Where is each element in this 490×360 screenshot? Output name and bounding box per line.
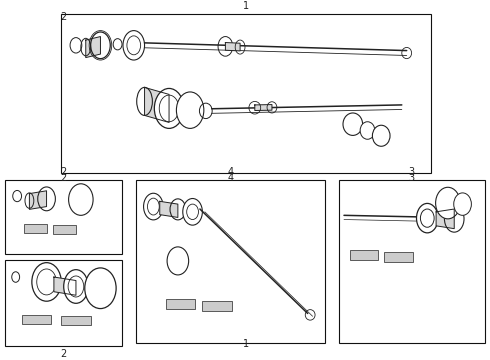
Ellipse shape bbox=[85, 268, 116, 309]
Ellipse shape bbox=[64, 270, 88, 303]
Ellipse shape bbox=[167, 247, 189, 275]
Text: 2: 2 bbox=[61, 173, 67, 183]
Ellipse shape bbox=[144, 193, 163, 220]
Polygon shape bbox=[225, 42, 240, 51]
Ellipse shape bbox=[454, 193, 471, 215]
Text: 1: 1 bbox=[243, 339, 249, 349]
Text: 2: 2 bbox=[61, 12, 67, 22]
Bar bbox=[53, 225, 76, 234]
Ellipse shape bbox=[372, 125, 390, 146]
Polygon shape bbox=[255, 104, 272, 111]
Text: 2: 2 bbox=[61, 167, 67, 177]
Polygon shape bbox=[29, 191, 47, 210]
Bar bbox=[5, 180, 122, 254]
Text: 3: 3 bbox=[409, 167, 415, 177]
Bar bbox=[61, 14, 431, 173]
Ellipse shape bbox=[123, 31, 145, 60]
Bar bbox=[61, 316, 91, 325]
Text: 4: 4 bbox=[227, 167, 233, 177]
Bar bbox=[5, 260, 122, 346]
Ellipse shape bbox=[154, 89, 184, 129]
Bar bbox=[339, 180, 485, 343]
Polygon shape bbox=[54, 277, 76, 295]
Text: 3: 3 bbox=[409, 173, 415, 183]
Ellipse shape bbox=[176, 92, 204, 129]
Polygon shape bbox=[160, 201, 178, 217]
Bar bbox=[24, 224, 47, 233]
Ellipse shape bbox=[436, 187, 460, 219]
Ellipse shape bbox=[69, 184, 93, 215]
Ellipse shape bbox=[183, 198, 202, 225]
Bar bbox=[384, 252, 413, 262]
Bar bbox=[136, 180, 325, 343]
Text: 1: 1 bbox=[243, 1, 249, 11]
Text: 4: 4 bbox=[227, 173, 233, 183]
Ellipse shape bbox=[343, 113, 363, 135]
Bar bbox=[202, 301, 232, 311]
Polygon shape bbox=[145, 87, 169, 122]
Polygon shape bbox=[86, 37, 100, 58]
Polygon shape bbox=[436, 209, 454, 229]
Ellipse shape bbox=[32, 263, 61, 301]
Bar bbox=[22, 315, 51, 324]
Bar bbox=[350, 251, 378, 260]
Text: 2: 2 bbox=[61, 348, 67, 359]
Ellipse shape bbox=[416, 203, 438, 233]
Ellipse shape bbox=[360, 122, 375, 139]
Bar bbox=[166, 300, 195, 309]
